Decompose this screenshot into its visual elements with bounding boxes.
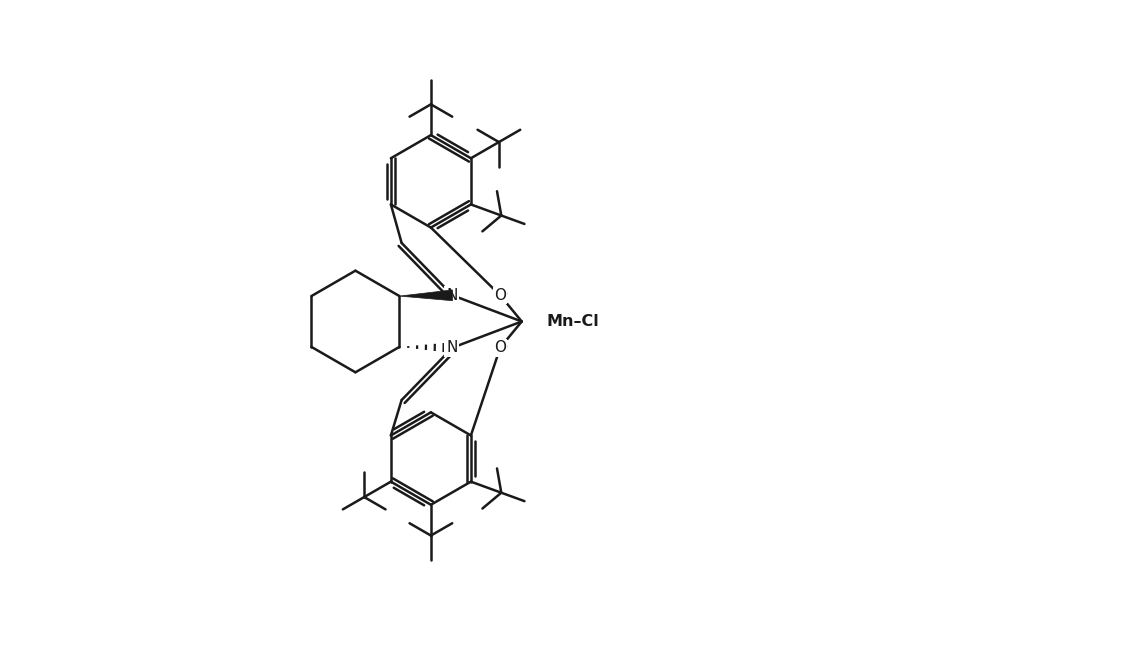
Text: Mn–Cl: Mn–Cl <box>546 314 599 329</box>
Text: N: N <box>447 340 458 355</box>
Text: N: N <box>445 287 457 302</box>
Text: N: N <box>447 288 458 303</box>
Text: O: O <box>495 340 506 355</box>
Polygon shape <box>400 290 452 301</box>
Text: O: O <box>495 287 507 302</box>
Text: Mn–Cl: Mn–Cl <box>546 314 599 329</box>
Text: N: N <box>445 341 457 356</box>
Text: O: O <box>495 288 506 303</box>
Text: O: O <box>495 341 507 356</box>
